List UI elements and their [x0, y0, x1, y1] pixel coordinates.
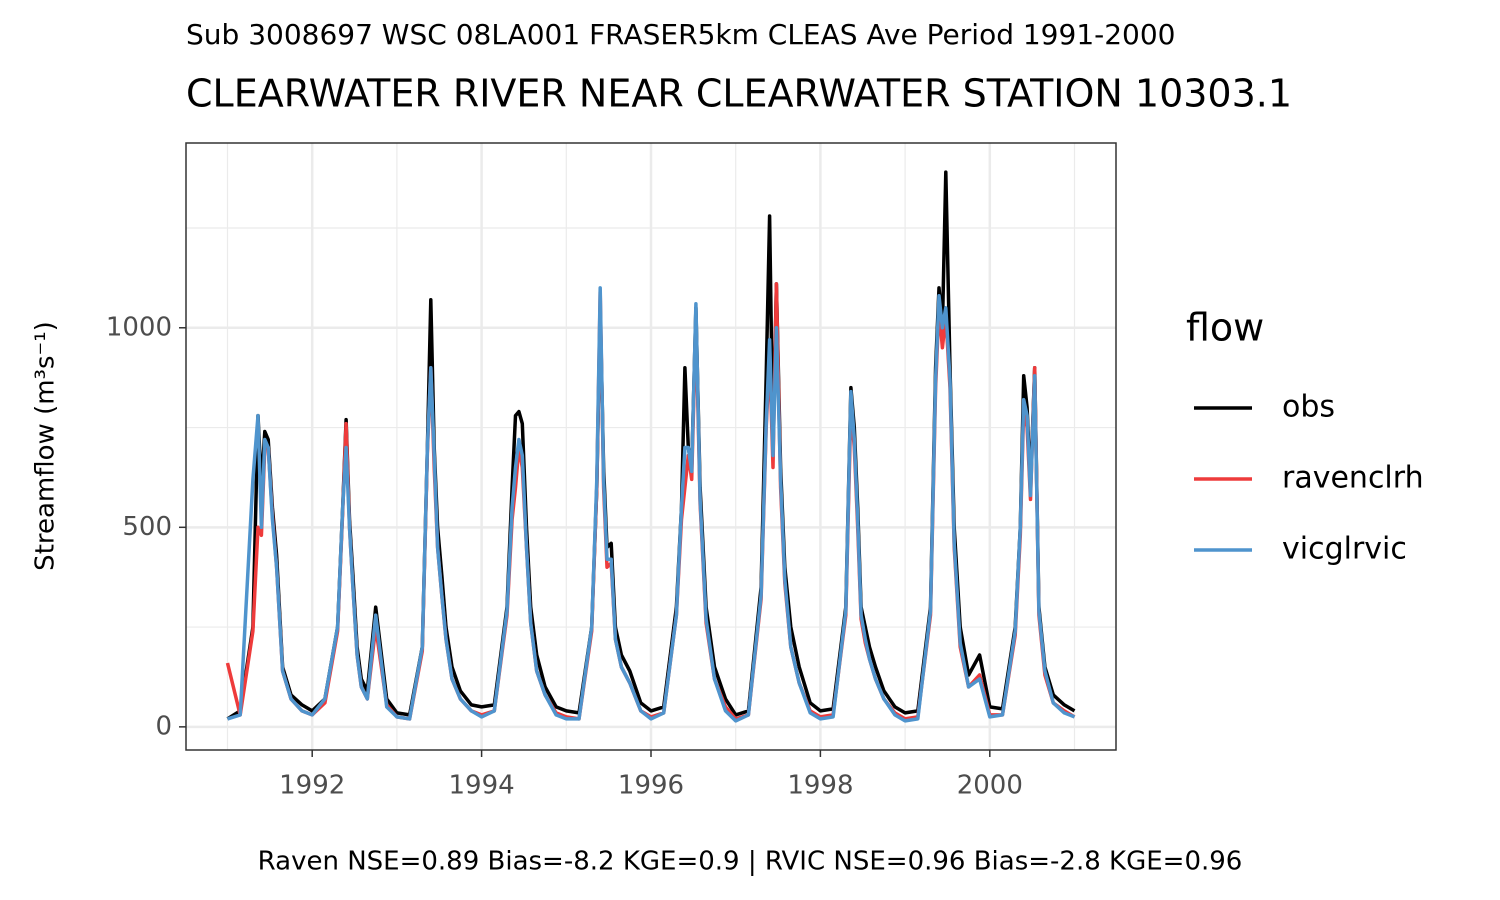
x-tick-label: 1994	[449, 771, 515, 801]
x-tick-label: 2000	[957, 771, 1023, 801]
series-line	[226, 286, 1076, 723]
chart-title: CLEARWATER RIVER NEAR CLEARWATER STATION…	[186, 72, 1292, 116]
x-tick-label: 1992	[279, 771, 345, 801]
y-tick-label: 500	[122, 512, 172, 542]
plot-border	[185, 142, 1117, 751]
legend-label: obs	[1282, 390, 1335, 425]
y-tick-label: 1000	[106, 312, 172, 342]
chart-subtitle: Sub 3008697 WSC 08LA001 FRASER5km CLEAS …	[186, 18, 1176, 51]
legend-label: vicglrvic	[1282, 532, 1407, 567]
legend-label: ravenclrh	[1282, 461, 1424, 496]
y-tick-label: 0	[155, 711, 172, 741]
x-tick-label: 1996	[618, 771, 684, 801]
y-axis-label: Streamflow (m³s⁻¹)	[31, 321, 61, 571]
x-tick-label: 1998	[787, 771, 853, 801]
plot-lines	[225, 170, 1076, 723]
legend-title: flow	[1186, 306, 1264, 350]
caption: Raven NSE=0.89 Bias=-8.2 KGE=0.9 | RVIC …	[258, 847, 1243, 877]
